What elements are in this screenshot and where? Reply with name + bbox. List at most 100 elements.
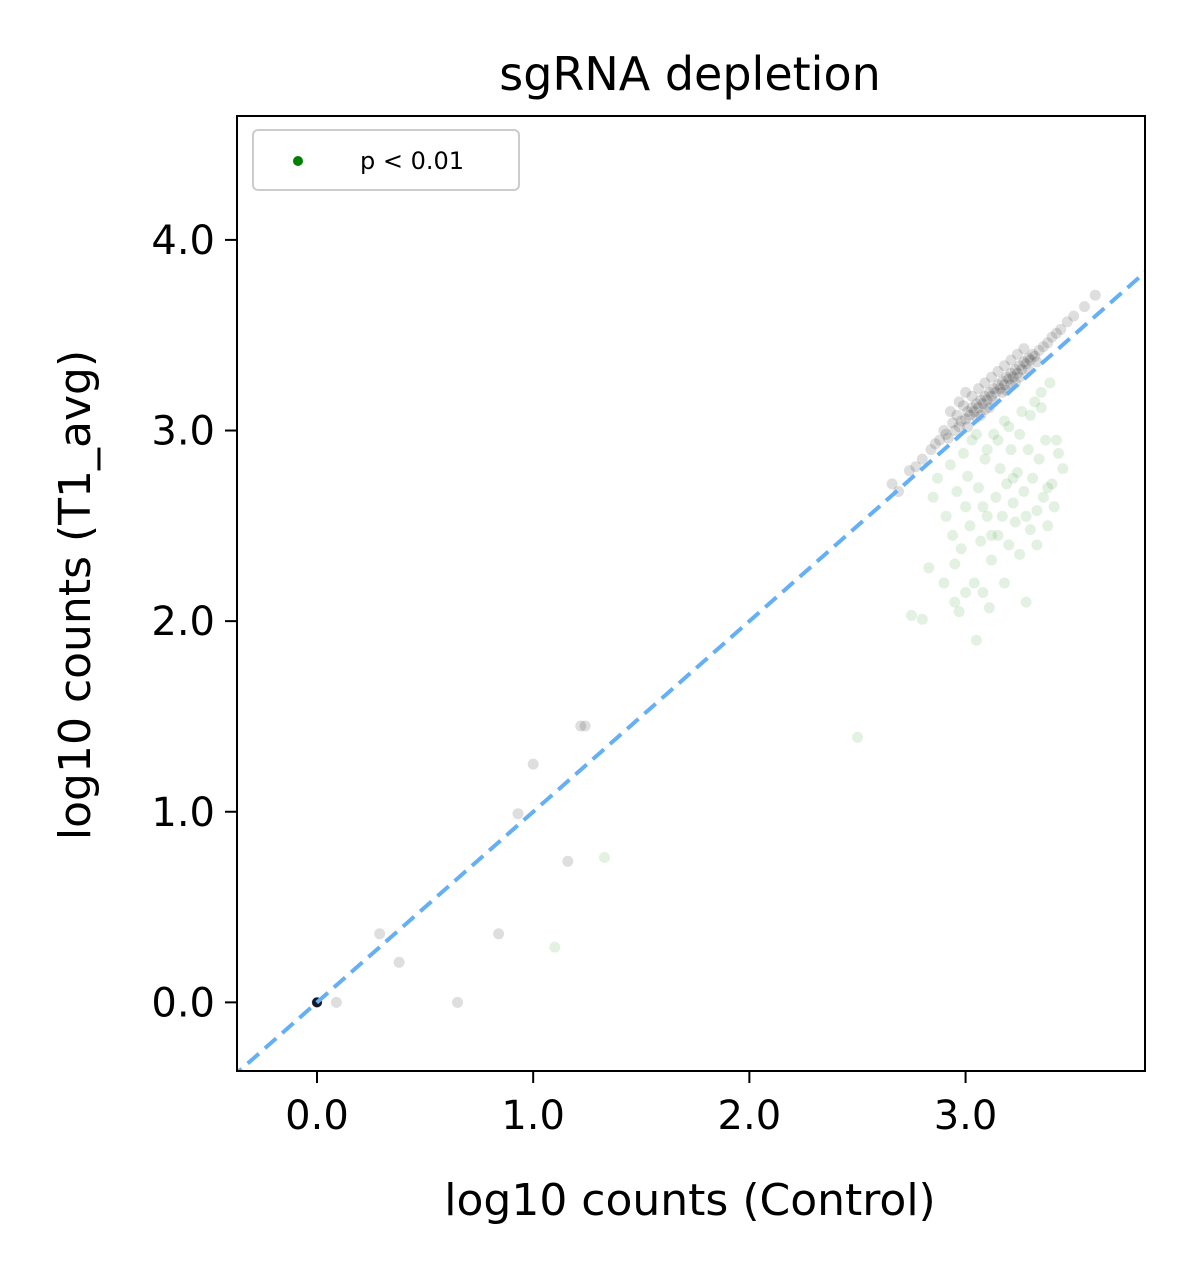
plot-area	[237, 269, 1145, 1071]
data-point	[960, 501, 972, 513]
data-point	[1011, 467, 1023, 478]
data-point	[964, 520, 976, 532]
data-point	[951, 409, 963, 421]
data-point	[1014, 371, 1026, 383]
data-point	[981, 444, 993, 456]
data-point	[512, 808, 524, 820]
data-point	[1027, 348, 1039, 360]
data-point	[966, 434, 978, 446]
data-point	[916, 613, 928, 625]
data-point	[992, 365, 1004, 377]
data-point	[1020, 510, 1032, 522]
data-point	[960, 587, 972, 598]
data-point	[1005, 367, 1017, 379]
data-point	[996, 386, 1008, 398]
data-point	[1003, 421, 1015, 433]
x-tick-label: 2.0	[718, 1093, 782, 1139]
data-point	[1050, 434, 1062, 446]
data-point	[1061, 316, 1073, 328]
data-point	[986, 371, 997, 383]
data-point	[979, 390, 991, 402]
data-point	[938, 577, 950, 589]
data-point	[579, 720, 591, 732]
data-point	[968, 406, 980, 417]
data-point	[973, 482, 984, 494]
data-point	[973, 402, 984, 414]
data-point	[1037, 491, 1049, 503]
data-point	[996, 510, 1008, 522]
data-point	[923, 562, 935, 574]
data-point	[990, 386, 1002, 398]
data-point	[1031, 539, 1043, 551]
data-point	[562, 855, 574, 867]
data-point	[1024, 409, 1036, 421]
data-point	[1068, 310, 1080, 322]
data-point	[999, 577, 1010, 589]
data-point	[981, 510, 993, 522]
data-point	[970, 398, 982, 410]
data-point	[947, 529, 959, 541]
x-tick-label: 1.0	[501, 1093, 565, 1139]
data-point	[979, 404, 991, 416]
data-point	[1014, 360, 1026, 372]
data-point	[1014, 428, 1026, 440]
data-point	[852, 731, 863, 743]
data-point	[1027, 472, 1039, 484]
data-point	[977, 398, 989, 410]
data-point	[986, 529, 997, 541]
data-point	[1001, 371, 1013, 383]
data-point	[940, 510, 952, 522]
data-point	[983, 386, 995, 398]
data-point	[1029, 396, 1041, 408]
data-point	[942, 432, 954, 444]
data-point	[988, 383, 1000, 395]
data-point	[1031, 356, 1043, 368]
data-point	[960, 386, 972, 398]
data-point	[452, 996, 463, 1008]
data-point	[988, 428, 1000, 440]
data-point	[977, 587, 989, 598]
data-point	[996, 375, 1008, 387]
data-point	[983, 602, 995, 614]
data-point	[1024, 524, 1036, 536]
data-point	[903, 465, 915, 477]
series-all-guides	[311, 289, 1101, 1008]
data-point	[1048, 501, 1060, 513]
data-point	[999, 415, 1010, 427]
data-point	[1016, 406, 1028, 417]
data-point	[1033, 453, 1045, 465]
data-point	[1035, 402, 1047, 414]
data-point	[1037, 341, 1049, 353]
data-point	[957, 400, 969, 412]
data-point	[1011, 367, 1023, 379]
data-point	[1001, 478, 1013, 490]
data-point	[992, 434, 1004, 446]
data-point	[1011, 348, 1023, 360]
data-point	[1005, 354, 1017, 366]
data-point	[949, 425, 961, 436]
data-point	[955, 415, 967, 427]
data-point	[1020, 596, 1032, 608]
data-point	[934, 434, 946, 446]
data-point	[1042, 337, 1054, 349]
data-point	[955, 543, 967, 555]
data-point	[1009, 364, 1021, 375]
data-point	[953, 421, 965, 433]
data-point	[549, 941, 561, 953]
data-point	[990, 491, 1002, 503]
data-point	[1005, 444, 1017, 456]
data-point	[938, 425, 950, 436]
data-point	[1053, 447, 1064, 459]
data-point	[953, 606, 965, 618]
data-point	[927, 491, 939, 503]
data-point	[975, 535, 987, 547]
data-point	[1003, 373, 1015, 385]
data-point	[1003, 539, 1015, 551]
data-point	[951, 486, 963, 497]
data-point	[925, 444, 937, 456]
data-point	[944, 406, 956, 417]
data-point	[1020, 358, 1032, 370]
data-point	[962, 470, 974, 482]
chart-title: sgRNA depletion	[499, 47, 881, 101]
data-point	[374, 928, 386, 940]
